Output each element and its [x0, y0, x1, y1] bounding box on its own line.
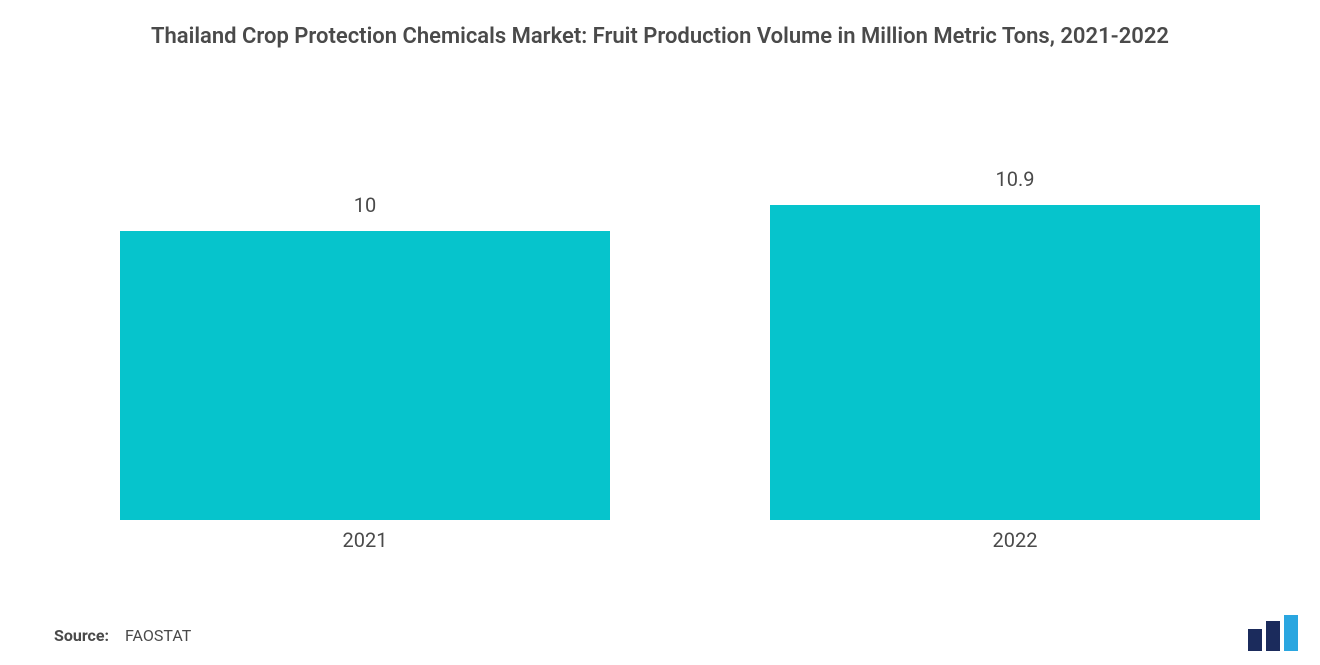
- source-label: Source:: [54, 626, 109, 645]
- x-axis-labels: 2021 2022: [120, 528, 1260, 552]
- logo-bar-1: [1248, 629, 1262, 651]
- x-label-2021: 2021: [120, 528, 610, 552]
- bar-value-label: 10: [354, 193, 376, 217]
- brand-logo-icon: [1246, 615, 1300, 651]
- logo-bar-3: [1284, 615, 1298, 651]
- bar-value-label: 10.9: [996, 167, 1035, 191]
- bar-2022: [770, 205, 1260, 520]
- source-attribution: Source: FAOSTAT: [54, 626, 191, 645]
- bar-2021: [120, 231, 610, 520]
- chart-plot-area: 10 10.9: [120, 150, 1260, 520]
- x-label-2022: 2022: [770, 528, 1260, 552]
- bar-group-2021: 10: [120, 150, 610, 520]
- bar-group-2022: 10.9: [770, 150, 1260, 520]
- source-value: FAOSTAT: [125, 626, 191, 645]
- chart-title: Thailand Crop Protection Chemicals Marke…: [0, 0, 1320, 52]
- logo-bar-2: [1266, 621, 1280, 651]
